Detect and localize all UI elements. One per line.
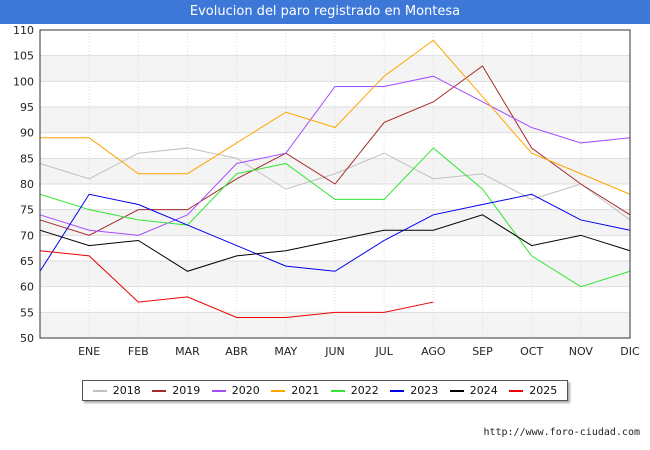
y-tick-label: 110 — [13, 24, 34, 37]
legend-swatch — [271, 389, 286, 392]
legend-label: 2018 — [112, 384, 141, 397]
series-line-2025 — [39, 250, 434, 318]
series-lines — [39, 39, 631, 318]
y-tick-label: 70 — [20, 229, 34, 242]
series-line-2022 — [39, 147, 631, 288]
legend-item-2025: 2025 — [509, 384, 557, 397]
legend-item-2019: 2019 — [152, 384, 200, 397]
y-tick-label: 105 — [13, 50, 34, 63]
chart-title: Evolucion del paro registrado en Montesa — [0, 0, 650, 24]
legend-label: 2019 — [172, 384, 201, 397]
y-tick-label: 60 — [20, 281, 34, 294]
legend-label: 2020 — [231, 384, 260, 397]
legend-swatch — [152, 389, 167, 392]
series-line-2021 — [40, 39, 631, 195]
legend-swatch — [509, 389, 524, 392]
legend: 2018 2019 2020 2021 2022 2023 2024 2025 — [82, 380, 568, 401]
x-tick-label: NOV — [569, 345, 594, 358]
y-tick-label: 90 — [20, 127, 34, 140]
series-line-2023 — [39, 193, 631, 272]
x-tick-label: SEP — [472, 345, 493, 358]
plot-band — [40, 132, 630, 159]
legend-swatch — [390, 389, 405, 392]
y-tick-label: 65 — [20, 255, 34, 268]
x-tick-label: JUL — [374, 345, 393, 358]
y-axis-ticks: 50 55 60 65 70 75 80 85 90 95 100 105 110 — [13, 24, 34, 345]
legend-label: 2021 — [291, 384, 320, 397]
legend-swatch — [92, 389, 107, 392]
x-tick-label: ENE — [78, 345, 100, 358]
plot-frame — [39, 29, 631, 339]
legend-label: 2022 — [350, 384, 379, 397]
x-tick-label: MAY — [274, 345, 297, 358]
legend-swatch — [449, 389, 464, 392]
legend-item-2023: 2023 — [390, 384, 438, 397]
plot-band — [40, 286, 630, 313]
y-tick-label: 85 — [20, 152, 34, 165]
plot-band — [40, 81, 630, 107]
plot-band — [40, 107, 630, 133]
series-line-2024 — [39, 214, 631, 272]
plot-band — [40, 55, 630, 82]
plot-band — [40, 184, 630, 210]
y-tick-label: 55 — [20, 306, 34, 319]
series-line-2018 — [39, 147, 631, 221]
source-url: http://www.foro-ciudad.com — [483, 427, 640, 438]
y-tick-label: 100 — [13, 75, 34, 88]
x-axis-ticks: ENE FEB MAR ABR MAY JUN JUL AGO SEP OCT NOV DIC — [78, 345, 640, 358]
x-tick-label: ABR — [225, 345, 248, 358]
plot-band — [40, 312, 630, 338]
x-tick-label: MAR — [175, 345, 200, 358]
series-line-2020 — [39, 75, 631, 236]
legend-item-2024: 2024 — [449, 384, 498, 397]
legend-label: 2025 — [529, 384, 558, 397]
x-tick-label: AGO — [421, 345, 446, 358]
legend-swatch — [330, 389, 345, 392]
y-tick-label: 50 — [20, 332, 34, 345]
series-line-2019 — [39, 65, 631, 236]
y-tick-label: 80 — [20, 178, 34, 191]
y-tick-label: 95 — [20, 101, 34, 114]
legend-label: 2024 — [469, 384, 498, 397]
legend-item-2021: 2021 — [271, 384, 319, 397]
legend-label: 2023 — [410, 384, 439, 397]
x-tick-label: FEB — [128, 345, 149, 358]
legend-item-2020: 2020 — [211, 384, 260, 397]
legend-item-2022: 2022 — [330, 384, 379, 397]
legend-swatch — [211, 389, 226, 392]
legend-item-2018: 2018 — [92, 384, 141, 397]
plot-band — [40, 235, 630, 261]
x-tick-label: JUN — [324, 345, 345, 358]
x-tick-label: OCT — [520, 345, 543, 358]
y-tick-label: 75 — [20, 204, 34, 217]
x-tick-label: DIC — [620, 345, 640, 358]
